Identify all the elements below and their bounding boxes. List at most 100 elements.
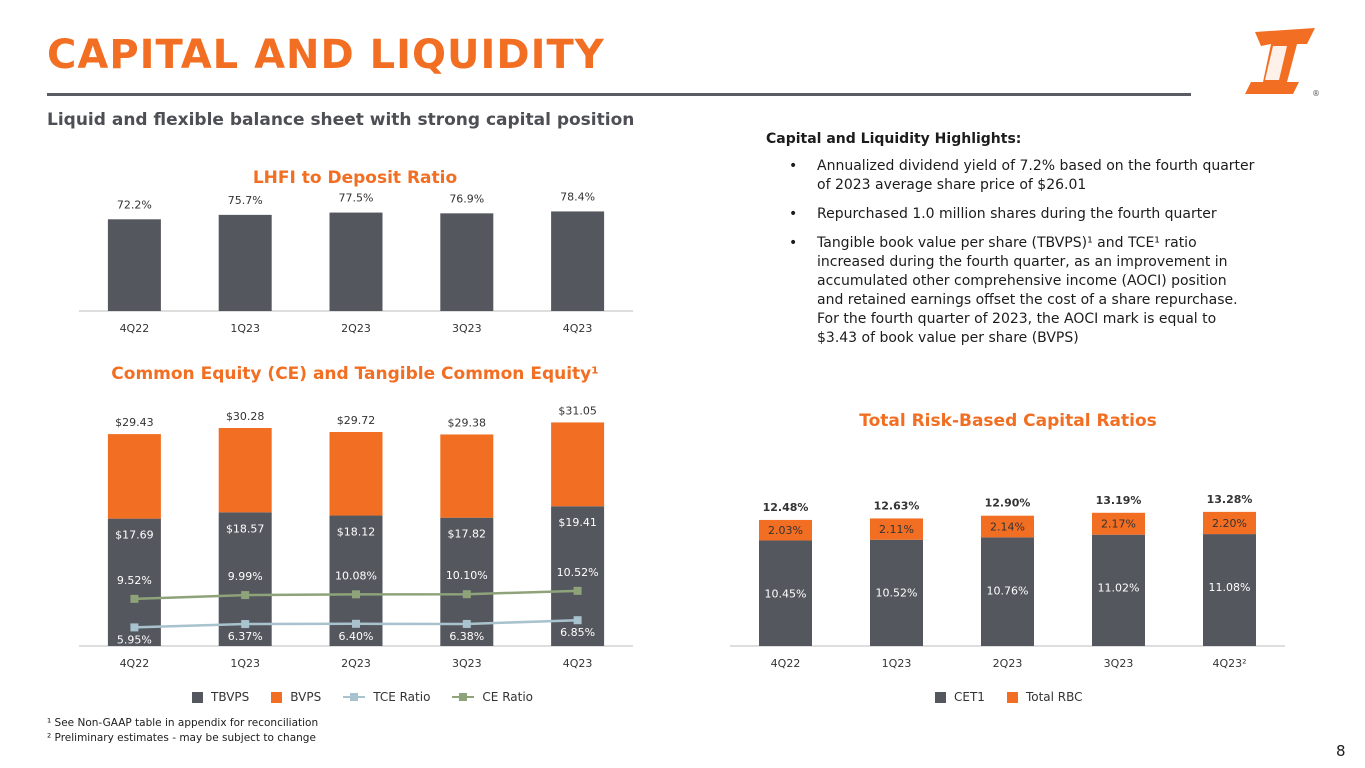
bar-total-rbc [1203,511,1256,535]
total-label: 13.19% [1096,494,1142,507]
bar-bvps [107,434,161,519]
tbvps-label: $17.82 [448,528,487,541]
data-label: 75.7% [228,194,263,207]
total-rbc-label: 2.11% [879,523,914,536]
page-title: CAPITAL AND LIQUIDITY [47,32,605,78]
legend-swatch [192,691,203,703]
x-tick-label: 1Q23 [882,657,912,670]
tbvps-label: $18.12 [337,526,376,539]
company-logo-icon: ® [1245,28,1320,98]
bar-total-rbc [759,519,812,541]
legend-label: CE Ratio [482,690,534,704]
bvps-label: $30.28 [226,410,265,423]
ce-ratio-point [462,590,471,599]
page-number: 8 [1336,742,1346,760]
x-tick-label: 1Q23 [230,657,260,670]
legend-label: BVPS [290,690,322,704]
data-label: 77.5% [339,192,374,205]
capital-ratio-legend: CET1 Total RBC [935,690,1083,704]
bar-bvps [329,432,383,516]
legend-label: Total RBC [1025,690,1083,704]
total-label: 12.63% [874,499,920,512]
bar-total-rbc [981,515,1034,538]
total-label: 12.48% [763,501,809,514]
tce-ratio-label: 6.40% [339,630,374,643]
equity-chart-title: Common Equity (CE) and Tangible Common E… [111,364,599,384]
tce-ratio-label: 6.37% [228,630,263,643]
registered-mark: ® [1312,89,1320,98]
bar-bvps [440,434,494,518]
bvps-label: $29.38 [448,416,487,429]
legend-swatch [271,691,283,703]
tce-ratio-point [241,620,250,629]
x-tick-label: 2Q23 [341,322,371,335]
legend-item-ce-ratio: CE Ratio [452,690,533,704]
x-tick-label: 1Q23 [230,322,260,335]
x-tick-label: 3Q23 [452,322,482,335]
cet1-label: 11.02% [1098,582,1140,595]
legend-swatch [452,693,475,701]
bar-total-rbc [1092,512,1145,535]
total-label: 13.28% [1207,493,1253,506]
bar [440,213,494,311]
legend-label: TCE Ratio [373,690,431,704]
bvps-label: $29.72 [337,414,376,427]
bar-total-rbc [870,518,923,540]
ce-ratio-point [573,586,582,595]
highlight-bullet: Annualized dividend yield of 7.2% based … [789,157,1256,195]
total-rbc-label: 2.03% [768,524,803,537]
ce-ratio-point [352,590,360,599]
bar-bvps [218,427,272,513]
bar [218,214,272,311]
highlights-panel: Capital and Liquidity Highlights: Annual… [766,131,1256,358]
cet1-label: 10.76% [987,584,1029,597]
data-label: 76.9% [449,192,484,205]
equity-chart-legend: TBVPS BVPS TCE Ratio CE Ratio [192,690,533,704]
legend-item-tbvps: TBVPS [192,690,249,704]
total-label: 12.90% [985,497,1031,510]
legend-item-bvps: BVPS [271,690,321,704]
x-tick-label: 4Q23 [563,322,593,335]
tbvps-label: $17.69 [115,529,154,542]
bvps-label: $31.05 [558,404,597,417]
ce-ratio-label: 9.52% [117,574,152,587]
legend-item-total-rbc: Total RBC [1006,690,1083,704]
tce-ratio-label: 6.85% [560,626,595,639]
x-tick-label: 4Q23 [563,657,593,670]
capital-ratio-chart-title: Total Risk-Based Capital Ratios [859,411,1157,431]
footnote-2: ² Preliminary estimates - may be subject… [47,732,316,744]
highlights-heading: Capital and Liquidity Highlights: [766,131,1022,147]
total-rbc-label: 2.17% [1101,518,1136,531]
bar [107,219,161,311]
tbvps-label: $18.57 [226,522,265,535]
footnote-1: ¹ See Non-GAAP table in appendix for rec… [47,717,319,729]
ce-ratio-label: 10.08% [335,569,377,582]
highlights-list: Annualized dividend yield of 7.2% based … [766,157,1256,348]
bar-cet1 [759,540,812,646]
total-rbc-label: 2.20% [1212,517,1247,530]
legend-item-tce-ratio: TCE Ratio [343,690,430,704]
bar-cet1 [870,539,923,646]
x-tick-label: 4Q22 [120,322,150,335]
tce-ratio-point [352,619,360,628]
page-subtitle: Liquid and flexible balance sheet with s… [47,110,635,130]
data-label: 72.2% [117,198,152,211]
cet1-label: 11.08% [1209,581,1251,594]
x-tick-label: 3Q23 [452,657,482,670]
bar-cet1 [1092,534,1145,646]
legend-swatch [935,691,946,703]
bvps-label: $29.43 [115,416,154,429]
legend-item-cet1: CET1 [935,690,985,704]
tce-ratio-label: 5.95% [117,633,152,646]
highlight-bullet: Tangible book value per share (TBVPS)¹ a… [789,234,1256,348]
bar [551,211,605,311]
ce-ratio-point [241,591,250,600]
data-label: 78.4% [560,190,595,203]
bar-cet1 [981,537,1034,646]
ce-ratio-label: 10.10% [446,569,488,582]
bar-bvps [551,422,605,507]
lhfi-chart-title: LHFI to Deposit Ratio [252,168,458,188]
